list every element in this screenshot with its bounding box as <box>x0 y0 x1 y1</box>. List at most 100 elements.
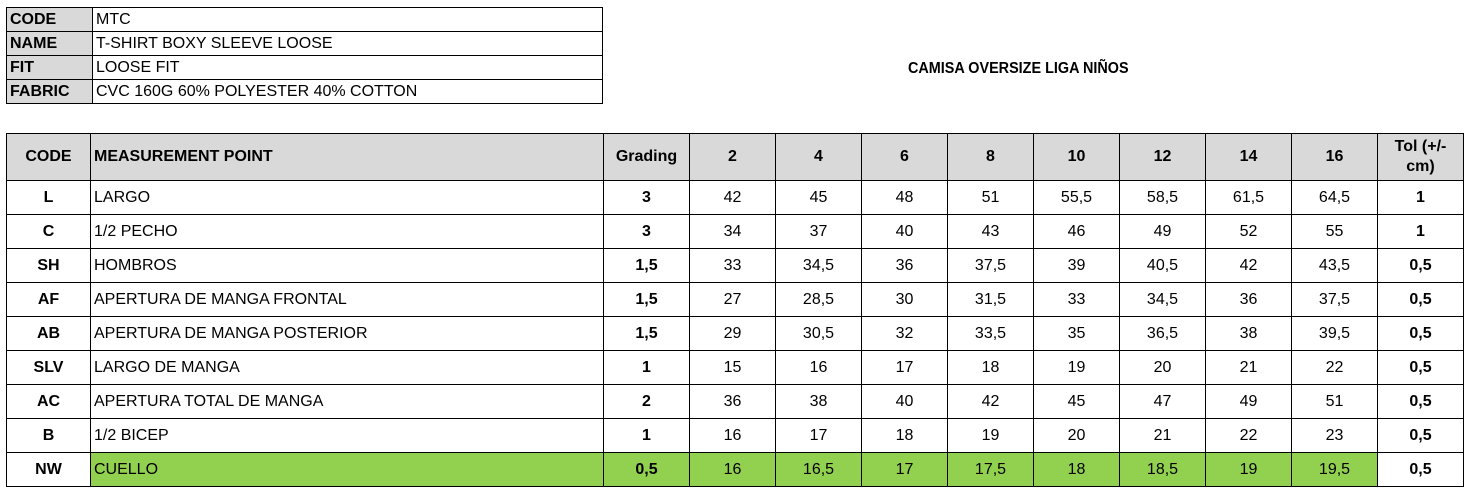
info-value: LOOSE FIT <box>92 55 603 80</box>
info-row: FIT LOOSE FIT <box>6 55 603 80</box>
info-value: T-SHIRT BOXY SLEEVE LOOSE <box>92 31 603 56</box>
row-size-value: 16 <box>689 418 776 453</box>
row-size-value: 18 <box>861 418 948 453</box>
row-size-value: 34 <box>689 214 776 249</box>
row-size-value: 48 <box>861 180 948 215</box>
row-size-value: 42 <box>689 180 776 215</box>
row-size-value: 55,5 <box>1033 180 1120 215</box>
row-grading: 3 <box>603 180 690 215</box>
row-size-value: 34,5 <box>775 248 862 283</box>
table-row: SLV LARGO DE MANGA 1 15 16 17 18 19 20 21 22 0,5 <box>6 350 1464 385</box>
row-tolerance: 1 <box>1377 180 1464 215</box>
row-size-value: 51 <box>1291 384 1378 419</box>
row-size-value: 28,5 <box>775 282 862 317</box>
row-tolerance: 0,5 <box>1377 248 1464 283</box>
row-measurement-point: 1/2 BICEP <box>90 418 604 453</box>
row-measurement-point: 1/2 PECHO <box>90 214 604 249</box>
row-size-value: 49 <box>1119 214 1206 249</box>
row-code: AB <box>6 316 91 351</box>
row-size-value: 36 <box>861 248 948 283</box>
table-row: B 1/2 BICEP 1 16 17 18 19 20 21 22 23 0,5 <box>6 418 1464 453</box>
row-size-value: 39 <box>1033 248 1120 283</box>
header-grading: Grading <box>603 133 690 181</box>
table-row: NW CUELLO 0,5 16 16,5 17 17,5 18 18,5 19 19,5 0,5 <box>6 452 1464 487</box>
row-size-value: 19 <box>1033 350 1120 385</box>
row-size-value: 46 <box>1033 214 1120 249</box>
row-size-value: 19,5 <box>1291 452 1378 487</box>
info-value: CVC 160G 60% POLYESTER 40% COTTON <box>92 79 603 104</box>
row-size-value: 42 <box>947 384 1034 419</box>
row-code: NW <box>6 452 91 487</box>
row-tolerance: 0,5 <box>1377 316 1464 351</box>
row-size-value: 27 <box>689 282 776 317</box>
row-grading: 1,5 <box>603 248 690 283</box>
row-size-value: 51 <box>947 180 1034 215</box>
row-size-value: 17 <box>861 350 948 385</box>
info-label: FIT <box>6 55 93 80</box>
row-size-value: 30 <box>861 282 948 317</box>
row-size-value: 34,5 <box>1119 282 1206 317</box>
header-tolerance-line2: cm) <box>1406 158 1435 175</box>
product-info-table: CODE MTC NAME T-SHIRT BOXY SLEEVE LOOSE FIT L… <box>6 7 603 104</box>
row-size-value: 22 <box>1205 418 1292 453</box>
row-grading: 1,5 <box>603 316 690 351</box>
row-measurement-point: LARGO <box>90 180 604 215</box>
table-row: AB APERTURA DE MANGA POSTERIOR 1,5 29 30,5 32… <box>6 316 1464 351</box>
header-size: 2 <box>689 133 776 181</box>
row-size-value: 38 <box>775 384 862 419</box>
header-tolerance-line1: Tol (+/- <box>1394 138 1447 155</box>
row-size-value: 31,5 <box>947 282 1034 317</box>
header-size: 8 <box>947 133 1034 181</box>
row-code: AF <box>6 282 91 317</box>
row-size-value: 37,5 <box>1291 282 1378 317</box>
row-size-value: 30,5 <box>775 316 862 351</box>
row-size-value: 17 <box>861 452 948 487</box>
row-size-value: 17 <box>775 418 862 453</box>
row-size-value: 39,5 <box>1291 316 1378 351</box>
row-size-value: 37,5 <box>947 248 1034 283</box>
row-size-value: 36 <box>689 384 776 419</box>
header-size: 12 <box>1119 133 1206 181</box>
row-size-value: 40,5 <box>1119 248 1206 283</box>
table-row: AF APERTURA DE MANGA FRONTAL 1,5 27 28,5 30 31… <box>6 282 1464 317</box>
row-code: B <box>6 418 91 453</box>
row-size-value: 47 <box>1119 384 1206 419</box>
header-size: 14 <box>1205 133 1292 181</box>
row-size-value: 20 <box>1033 418 1120 453</box>
table-row: SH HOMBROS 1,5 33 34,5 36 37,5 39 40,5 42 43,5 0,5 <box>6 248 1464 283</box>
row-size-value: 21 <box>1119 418 1206 453</box>
header-row: CODE MEASUREMENT POINT Grading 2 4 6 8 1… <box>6 133 1464 181</box>
row-size-value: 29 <box>689 316 776 351</box>
header-size: 10 <box>1033 133 1120 181</box>
row-size-value: 43 <box>947 214 1034 249</box>
row-size-value: 33 <box>1033 282 1120 317</box>
row-size-value: 61,5 <box>1205 180 1292 215</box>
row-tolerance: 0,5 <box>1377 350 1464 385</box>
row-code: L <box>6 180 91 215</box>
row-tolerance: 0,5 <box>1377 282 1464 317</box>
row-size-value: 45 <box>775 180 862 215</box>
row-tolerance: 0,5 <box>1377 418 1464 453</box>
row-size-value: 40 <box>861 384 948 419</box>
sheet-title: CAMISA OVERSIZE LIGA NIÑOS <box>908 60 1129 77</box>
info-row: FABRIC CVC 160G 60% POLYESTER 40% COTTON <box>6 79 603 104</box>
row-size-value: 40 <box>861 214 948 249</box>
row-size-value: 49 <box>1205 384 1292 419</box>
row-code: SH <box>6 248 91 283</box>
row-code: AC <box>6 384 91 419</box>
row-size-value: 18,5 <box>1119 452 1206 487</box>
table-row: L LARGO 3 42 45 48 51 55,5 58,5 61,5 64,5 1 <box>6 180 1464 215</box>
row-grading: 1 <box>603 350 690 385</box>
row-tolerance: 1 <box>1377 214 1464 249</box>
header-measurement-point: MEASUREMENT POINT <box>90 133 604 181</box>
row-size-value: 17,5 <box>947 452 1034 487</box>
measurement-table: CODE MEASUREMENT POINT Grading 2 4 6 8 1… <box>6 133 1464 487</box>
row-size-value: 16,5 <box>775 452 862 487</box>
table-row: AC APERTURA TOTAL DE MANGA 2 36 38 40 42 45 47 49… <box>6 384 1464 419</box>
row-size-value: 18 <box>1033 452 1120 487</box>
row-size-value: 35 <box>1033 316 1120 351</box>
row-size-value: 43,5 <box>1291 248 1378 283</box>
info-label: FABRIC <box>6 79 93 104</box>
info-row: NAME T-SHIRT BOXY SLEEVE LOOSE <box>6 31 603 56</box>
info-label: CODE <box>6 7 93 32</box>
